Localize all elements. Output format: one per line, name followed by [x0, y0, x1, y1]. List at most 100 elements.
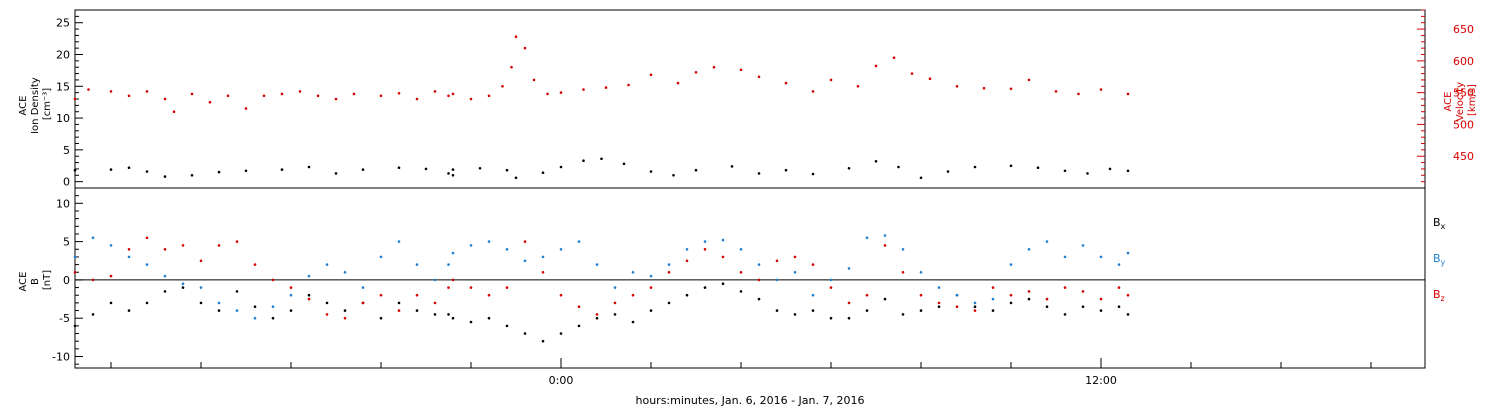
- field-tick-label: -10: [52, 351, 70, 364]
- field-point-y: [829, 278, 833, 282]
- density-point: [874, 160, 878, 163]
- field-point-z: [181, 244, 185, 247]
- field-point-y: [1117, 263, 1121, 266]
- field-point-z: [1081, 290, 1085, 293]
- velocity-point: [145, 90, 149, 93]
- density-point: [424, 167, 428, 171]
- field-point-y: [415, 263, 419, 266]
- field-point-z: [973, 309, 977, 312]
- field-point-z: [447, 286, 450, 289]
- field-point-x: [991, 309, 995, 312]
- velocity-point: [316, 94, 320, 98]
- field-point-y: [775, 278, 779, 282]
- velocity-point: [262, 94, 266, 98]
- density-point: [217, 170, 221, 174]
- field-point-z: [559, 293, 563, 297]
- field-point-y: [937, 286, 941, 289]
- field-point-x: [451, 316, 455, 320]
- density-point: [897, 165, 900, 169]
- velocity-point: [955, 85, 959, 88]
- density-point: [334, 172, 338, 175]
- velocity-point: [433, 90, 437, 93]
- velocity-point: [712, 65, 716, 69]
- field-point-z: [757, 278, 761, 282]
- magnetic-field-panel: -10 -5 0 5 10 0:00 12:00 ACE B [nT] Bx By Bz: [18, 187, 1446, 387]
- field-point-y: [447, 263, 450, 266]
- field-point-y: [577, 240, 581, 243]
- field-point-z: [91, 278, 95, 282]
- field-point-y: [955, 293, 959, 297]
- field-point-y: [253, 316, 257, 320]
- plasma-panel: 0 5 10 15 20 25 450 500 550 600 650 ACE Ion Densi…: [18, 9, 1478, 189]
- field-point-y: [1027, 248, 1031, 251]
- velocity-tick-label: 450: [1453, 150, 1474, 163]
- field-point-y: [1081, 244, 1085, 247]
- field-point-y: [1009, 263, 1013, 266]
- field-point-y: [793, 271, 797, 274]
- field-point-y: [397, 240, 401, 243]
- field-point-x: [631, 320, 635, 324]
- velocity-point: [163, 97, 167, 101]
- velocity-point: [649, 73, 653, 77]
- field-point-y: [325, 263, 329, 266]
- velocity-point: [928, 77, 932, 80]
- field-point-x: [91, 313, 95, 316]
- field-point-z: [937, 301, 941, 305]
- field-point-z: [325, 313, 329, 316]
- field-point-z: [955, 305, 959, 309]
- field-point-y: [1063, 255, 1067, 259]
- velocity-point: [1077, 92, 1080, 96]
- field-point-x: [415, 309, 419, 312]
- density-point: [163, 175, 167, 178]
- field-point-x: [253, 305, 257, 309]
- field-point-x: [505, 324, 509, 328]
- velocity-point: [298, 90, 302, 93]
- field-point-x: [739, 290, 743, 293]
- density-point: [514, 176, 518, 180]
- field-point-y: [271, 305, 275, 309]
- field-point-x: [127, 309, 131, 312]
- velocity-point: [604, 86, 608, 89]
- velocity-axis-ticks: 450 500 550 600 650: [1417, 9, 1474, 189]
- magnetic-field-series: [73, 234, 1130, 343]
- field-point-x: [1117, 305, 1121, 309]
- velocity-point: [874, 64, 878, 68]
- field-point-y: [181, 282, 185, 286]
- field-point-z: [901, 271, 905, 274]
- field-point-x: [145, 301, 149, 305]
- field-point-x: [217, 309, 221, 312]
- density-point: [847, 167, 851, 170]
- field-point-z: [145, 236, 149, 240]
- field-point-y: [73, 255, 77, 259]
- field-point-y: [595, 263, 599, 266]
- field-point-y: [541, 255, 545, 259]
- field-axis-title: ACE B [nT]: [18, 268, 53, 291]
- velocity-point: [1027, 78, 1031, 82]
- density-point: [1086, 172, 1089, 175]
- velocity-point: [811, 90, 815, 93]
- field-point-z: [883, 244, 887, 247]
- legend-item-bz: Bz: [1433, 288, 1445, 303]
- density-axis-title: ACE Ion Density [cm⁻³]: [18, 74, 53, 134]
- field-tick-label: 5: [63, 236, 70, 249]
- field-point-z: [919, 293, 923, 297]
- field-point-x: [775, 309, 779, 312]
- legend-item-bx: Bx: [1433, 216, 1446, 231]
- field-point-z: [541, 271, 545, 274]
- density-point: [109, 168, 113, 171]
- velocity-point: [514, 35, 518, 38]
- field-point-x: [1045, 305, 1049, 309]
- field-point-x: [397, 301, 401, 305]
- velocity-point: [87, 88, 90, 91]
- field-point-y: [307, 274, 311, 278]
- velocity-point: [1054, 90, 1058, 93]
- velocity-point: [757, 75, 761, 79]
- density-point: [757, 172, 761, 175]
- field-point-z: [127, 248, 131, 251]
- velocity-point: [784, 81, 788, 85]
- field-point-x: [289, 309, 293, 312]
- field-point-z: [577, 305, 581, 309]
- plasma-panel-frame: [74, 9, 1426, 189]
- time-tick-label: 12:00: [1085, 374, 1117, 387]
- field-point-z: [109, 274, 113, 278]
